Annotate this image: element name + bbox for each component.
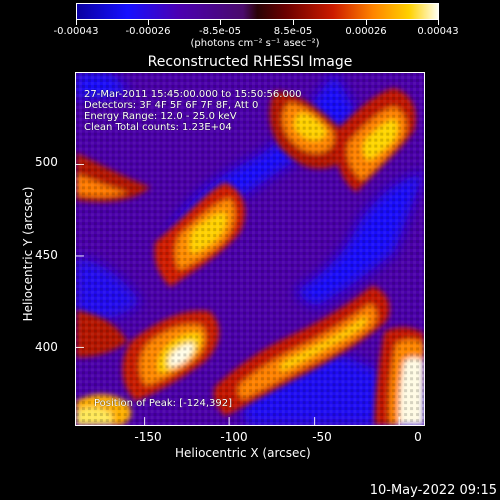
colorbar — [76, 3, 439, 20]
colorbar-tick — [220, 20, 221, 25]
x-tick-label: 0 — [414, 430, 422, 444]
colorbar-tick — [438, 20, 439, 25]
energy-range: Energy Range: 12.0 - 25.0 keV — [84, 111, 237, 122]
x-tick-label: -100 — [220, 430, 248, 444]
y-axis-label: Heliocentric Y (arcsec) — [21, 186, 35, 322]
rhessi-intensity-map — [76, 73, 424, 425]
colorbar-label: -0.00043 — [53, 26, 99, 37]
colorbar-units-label: (photons cm⁻² s⁻¹ asec⁻²) — [190, 38, 320, 49]
clean-total-counts: Clean Total counts: 1.23E+04 — [84, 122, 232, 133]
colorbar-tick — [366, 20, 367, 25]
x-tick-label: -50 — [312, 430, 332, 444]
colorbar-label: -0.00026 — [125, 26, 171, 37]
y-tick-label: 450 — [35, 248, 58, 262]
colorbar-label: 0.00026 — [345, 26, 387, 37]
colorbar-tick — [293, 20, 294, 25]
x-tick-label: -150 — [134, 430, 162, 444]
rhessi-image-plot: 27-Mar-2011 15:45:00.000 to 15:50:56.000… — [75, 72, 425, 426]
detectors-info: Detectors: 3F 4F 5F 6F 7F 8F, Att 0 — [84, 100, 259, 111]
colorbar-tick — [76, 20, 77, 25]
colorbar-label: 0.00043 — [417, 26, 459, 37]
colorbar-label: 8.5e-05 — [273, 26, 313, 37]
colorbar-label: -8.5e-05 — [199, 26, 241, 37]
x-axis-label: Heliocentric X (arcsec) — [175, 446, 311, 460]
colorbar-tick — [148, 20, 149, 25]
y-tick-label: 500 — [35, 155, 58, 169]
generated-timestamp: 10-May-2022 09:15 — [369, 483, 497, 498]
observation-time: 27-Mar-2011 15:45:00.000 to 15:50:56.000 — [84, 89, 302, 100]
y-tick-label: 400 — [35, 340, 58, 354]
peak-position: Position of Peak: [-124,392] — [94, 398, 232, 409]
image-title: Reconstructed RHESSI Image — [147, 54, 353, 70]
